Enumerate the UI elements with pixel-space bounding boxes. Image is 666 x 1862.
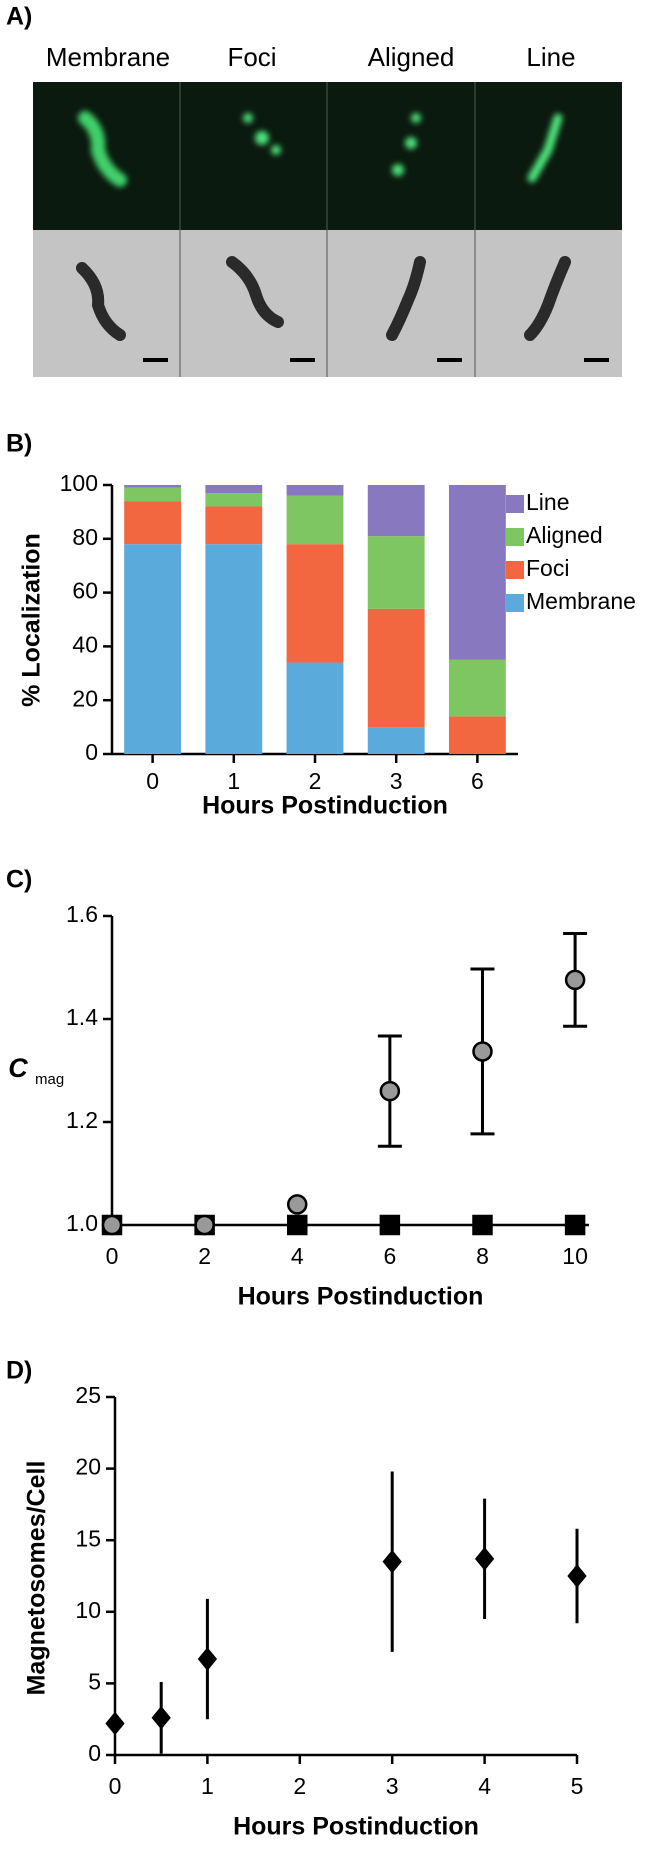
legend-swatch: [506, 528, 524, 546]
point: [564, 1214, 586, 1236]
legend-swatch: [506, 561, 524, 579]
y-axis-label: Magnetosomes/Cell: [23, 1461, 51, 1696]
panel-label: D): [6, 1357, 32, 1385]
point: [379, 1080, 401, 1102]
x-tick-label: 1: [227, 768, 240, 794]
bar-segment: [448, 716, 506, 754]
x-tick-label: 2: [198, 1243, 211, 1269]
legend-label: Foci: [526, 555, 569, 581]
bar-segment: [367, 608, 425, 728]
point: [105, 1711, 125, 1736]
y-tick-label: 100: [60, 470, 98, 496]
column-heading: Membrane: [46, 42, 170, 72]
fluorescence-cells: [78, 111, 563, 187]
point: [286, 1194, 308, 1215]
point: [474, 1547, 495, 1571]
point: [379, 1214, 401, 1236]
point: [564, 969, 586, 991]
y-tick-label: 1.2: [66, 1107, 98, 1133]
bar-segment: [124, 544, 182, 754]
y-tick-label: 80: [72, 524, 98, 550]
y-tick-label: 20: [72, 685, 98, 711]
x-tick-label: 4: [291, 1243, 304, 1269]
point: [194, 1214, 215, 1236]
x-tick-label: 10: [562, 1243, 588, 1269]
x-tick-label: 0: [109, 1773, 122, 1799]
micrographs: [33, 82, 622, 377]
y-axis-label-sub: mag: [35, 1071, 64, 1088]
bar-segment: [448, 485, 506, 660]
column-heading: Foci: [227, 42, 276, 72]
x-tick-label: 4: [478, 1773, 491, 1799]
point: [382, 1549, 402, 1574]
x-tick-label: 6: [471, 768, 484, 794]
x-tick-label: 2: [293, 1773, 306, 1799]
bar-segment: [448, 659, 506, 717]
x-axis-label: Hours Postinduction: [202, 792, 448, 820]
y-tick-label: 1.6: [66, 901, 98, 927]
y-axis-label: % Localization: [18, 533, 46, 707]
bar-segment: [367, 536, 425, 609]
phase-cells: [76, 256, 571, 341]
bar-segment: [205, 485, 263, 494]
x-tick-label: 0: [106, 1243, 119, 1269]
legend-label: Aligned: [526, 522, 603, 548]
y-tick-label: 40: [72, 631, 98, 657]
bar-segment: [124, 501, 182, 545]
legend-swatch: [506, 594, 524, 612]
x-tick-label: 3: [390, 768, 403, 794]
bar-segment: [205, 506, 263, 545]
bar-segment: [367, 485, 425, 537]
x-tick-label: 3: [386, 1773, 399, 1799]
x-tick-label: 5: [571, 1773, 584, 1799]
panel-dividers: [179, 82, 476, 377]
legend-swatch: [506, 495, 524, 513]
y-tick-label: 1.0: [66, 1210, 98, 1236]
y-tick-label: 0: [88, 1740, 101, 1766]
point: [197, 1647, 218, 1671]
legend-label: Line: [526, 489, 569, 515]
y-tick-label: 25: [75, 1382, 101, 1408]
panel-label: C): [6, 866, 32, 894]
bar-segment: [286, 662, 344, 754]
bar-segment: [205, 493, 263, 507]
y-axis-label: C: [8, 1053, 28, 1083]
x-tick-label: 0: [146, 768, 159, 794]
y-tick-label: 1.4: [66, 1004, 98, 1030]
bar-segment: [124, 487, 182, 502]
x-axis-label: Hours Postinduction: [238, 1283, 484, 1311]
x-tick-label: 2: [309, 768, 322, 794]
column-heading: Aligned: [368, 42, 455, 72]
column-heading: Line: [526, 42, 575, 72]
x-tick-label: 1: [201, 1773, 214, 1799]
point: [101, 1214, 123, 1236]
y-tick-label: 15: [75, 1525, 101, 1551]
y-tick-label: 0: [85, 739, 98, 765]
x-tick-label: 8: [476, 1243, 489, 1269]
point: [472, 1041, 493, 1062]
bar-segment: [286, 485, 344, 496]
bar-segment: [367, 727, 425, 754]
x-tick-label: 6: [383, 1243, 396, 1269]
x-axis-label: Hours Postinduction: [233, 1813, 479, 1841]
bar-segment: [286, 495, 344, 545]
panel-label: A): [6, 3, 32, 31]
y-tick-label: 5: [88, 1668, 101, 1694]
panel-label: B): [6, 430, 32, 458]
point: [472, 1214, 493, 1236]
point: [151, 1705, 171, 1730]
point: [286, 1214, 308, 1236]
point: [567, 1564, 587, 1588]
legend-label: Membrane: [526, 588, 636, 614]
y-tick-label: 10: [75, 1597, 101, 1623]
y-tick-label: 60: [72, 578, 98, 604]
bar-segment: [205, 544, 263, 754]
bar-segment: [124, 485, 182, 488]
y-tick-label: 20: [75, 1454, 101, 1480]
bar-segment: [286, 544, 344, 663]
